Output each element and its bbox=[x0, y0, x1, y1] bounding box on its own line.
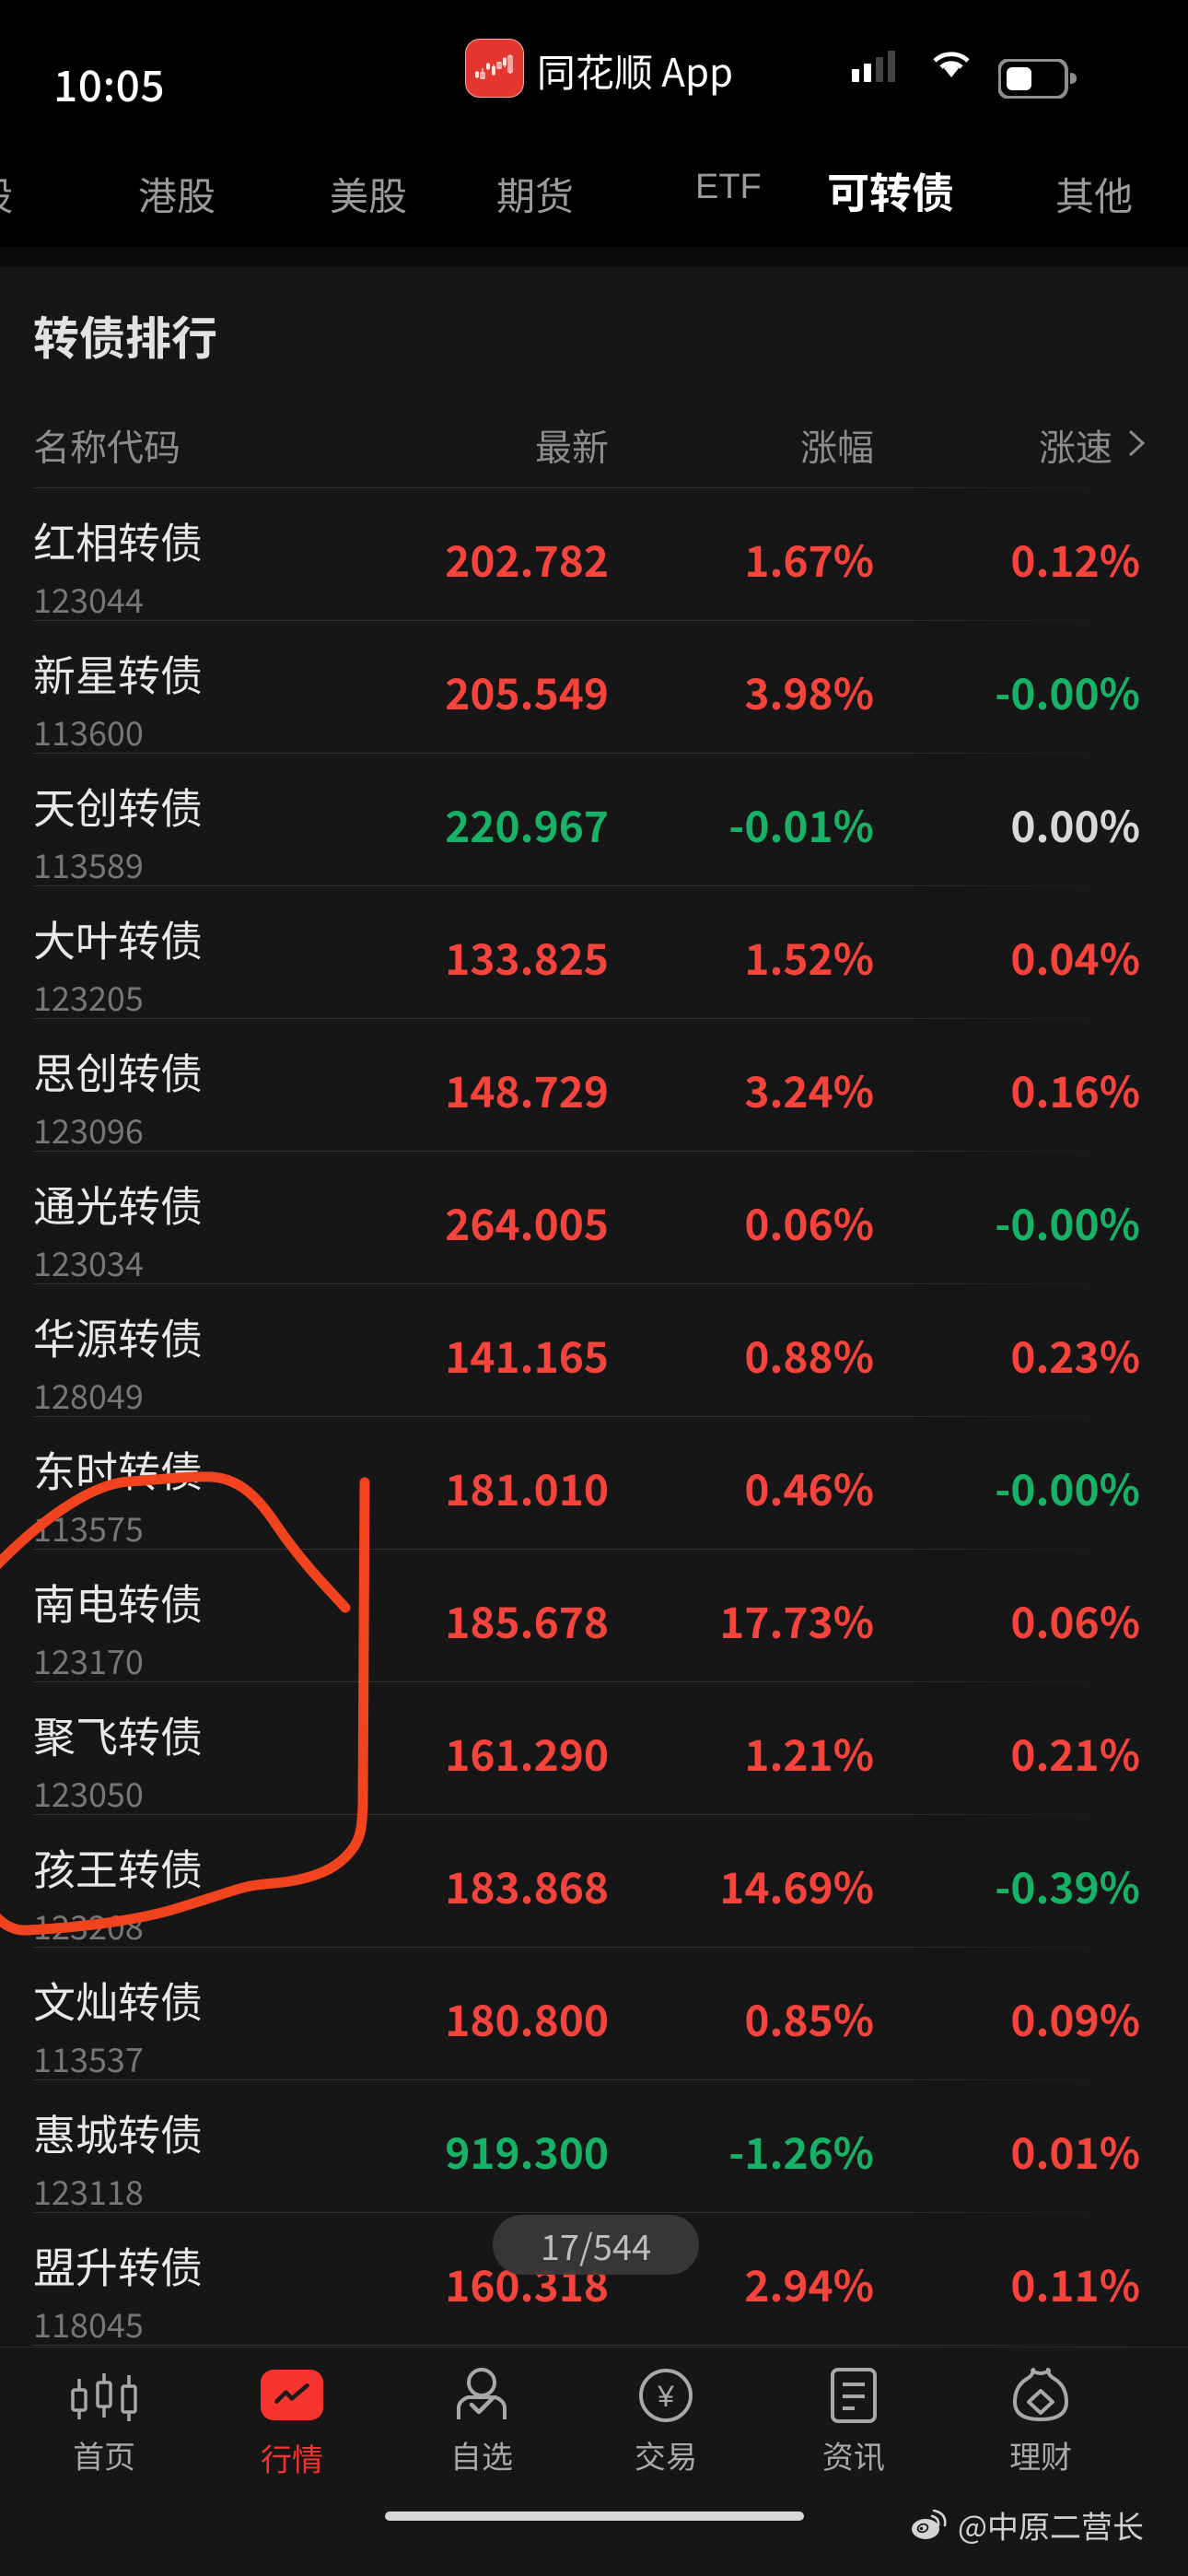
svg-text:¥: ¥ bbox=[657, 2380, 674, 2413]
